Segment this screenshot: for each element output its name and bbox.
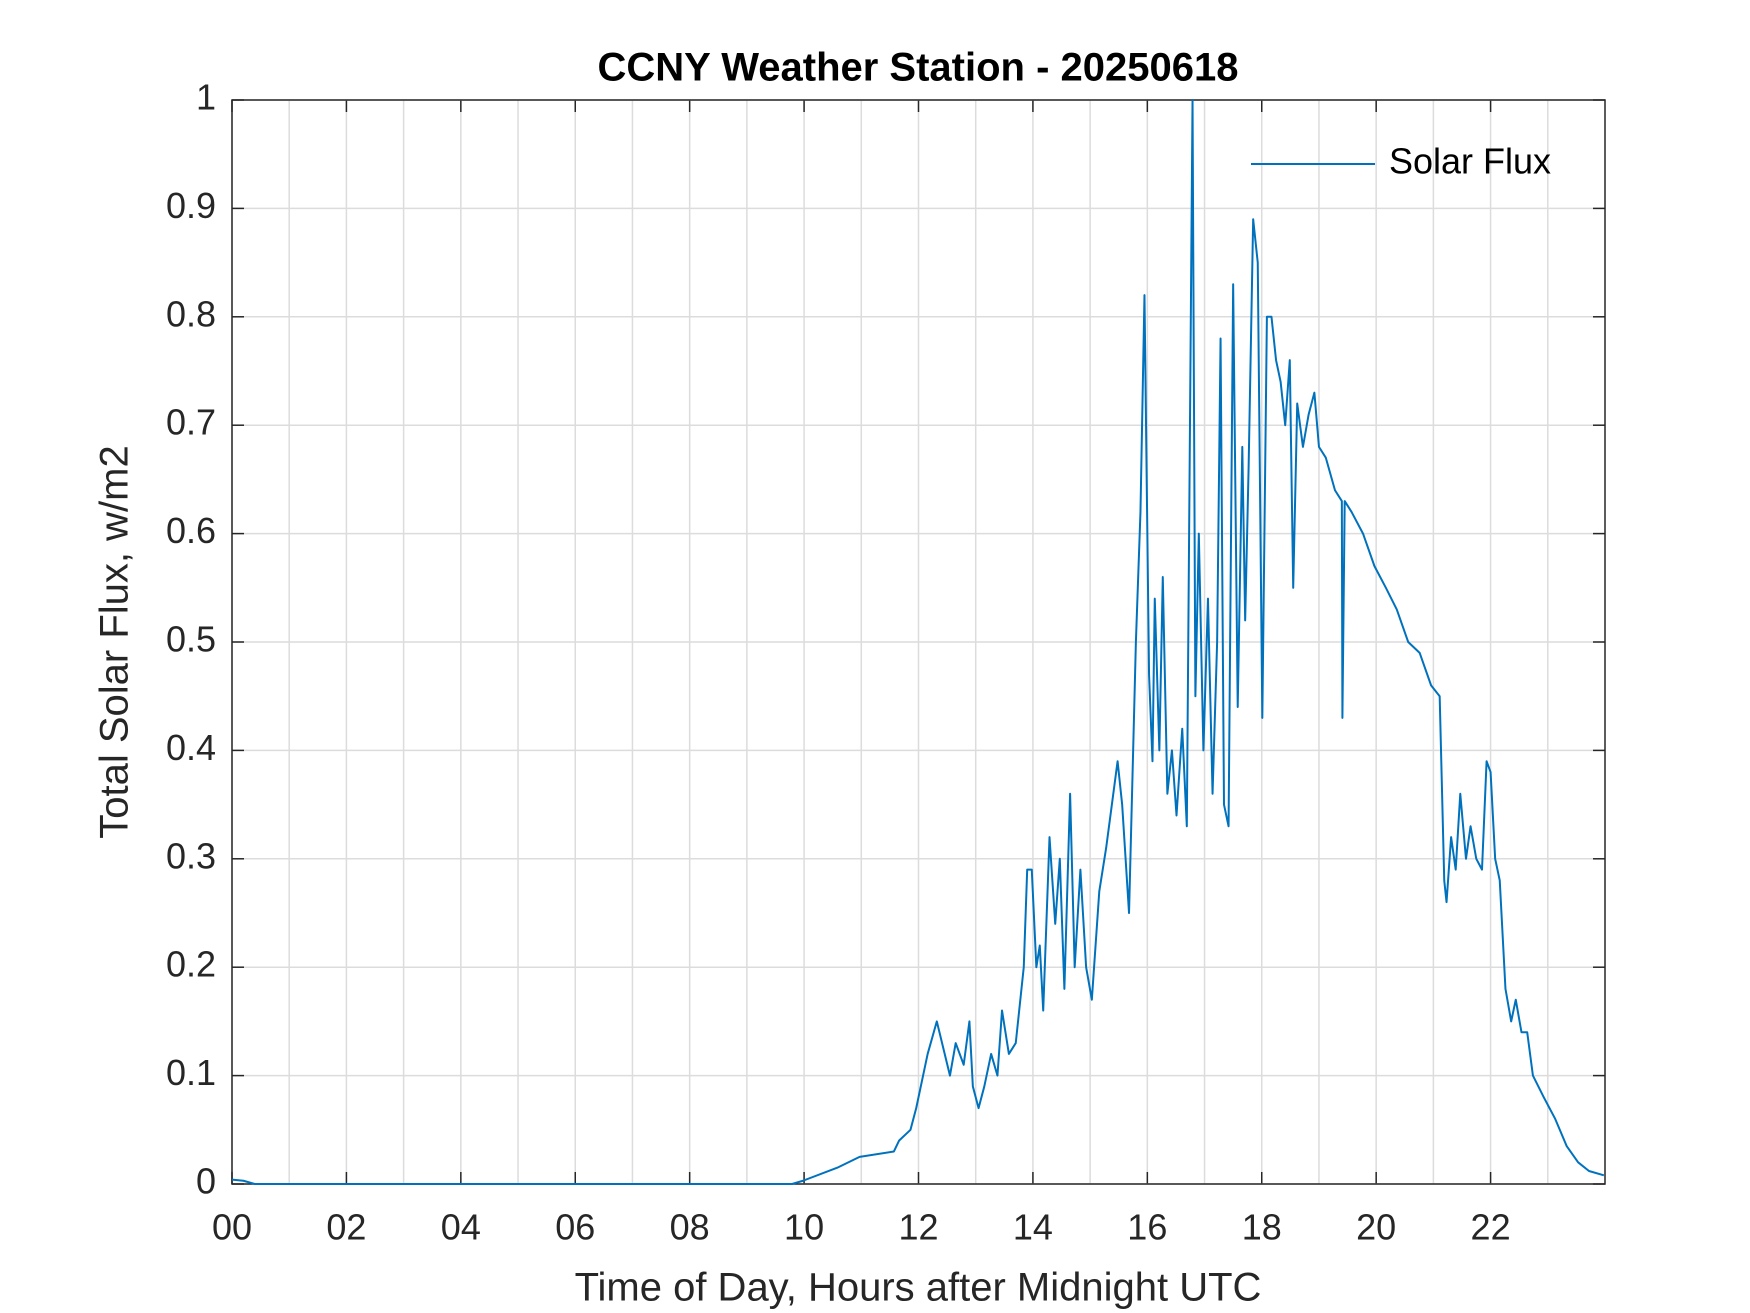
x-tick-label: 18: [1242, 1207, 1282, 1248]
x-axis-label: Time of Day, Hours after Midnight UTC: [575, 1266, 1262, 1310]
y-tick-label: 0.1: [166, 1052, 216, 1093]
y-tick-label: 0.9: [166, 185, 216, 226]
x-tick-label: 16: [1127, 1207, 1167, 1248]
x-tick-label: 04: [441, 1207, 481, 1248]
y-tick-label: 0.2: [166, 944, 216, 985]
chart-title: CCNY Weather Station - 20250618: [598, 46, 1239, 90]
y-axis-label: Total Solar Flux, w/m2: [93, 445, 137, 838]
y-tick-label: 0: [196, 1161, 216, 1202]
y-tick-label: 0.7: [166, 402, 216, 443]
y-tick-label: 0.3: [166, 835, 216, 876]
y-tick-label: 0.4: [166, 727, 216, 768]
x-tick-label: 12: [898, 1207, 938, 1248]
y-tick-label: 1: [196, 77, 216, 118]
x-tick-label: 08: [670, 1207, 710, 1248]
x-tick-label: 00: [212, 1207, 252, 1248]
x-tick-label: 14: [1013, 1207, 1053, 1248]
y-tick-label: 0.8: [166, 293, 216, 334]
legend-label: Solar Flux: [1389, 141, 1551, 182]
y-tick-label: 0.5: [166, 619, 216, 660]
x-tick-label: 02: [326, 1207, 366, 1248]
data-line: [231, 99, 1605, 1185]
x-tick-label: 20: [1356, 1207, 1396, 1248]
x-tick-label: 06: [555, 1207, 595, 1248]
plot-frame: [231, 99, 1606, 1185]
x-tick-label: 10: [784, 1207, 824, 1248]
y-tick-label: 0.6: [166, 510, 216, 551]
x-tick-label: 22: [1471, 1207, 1511, 1248]
